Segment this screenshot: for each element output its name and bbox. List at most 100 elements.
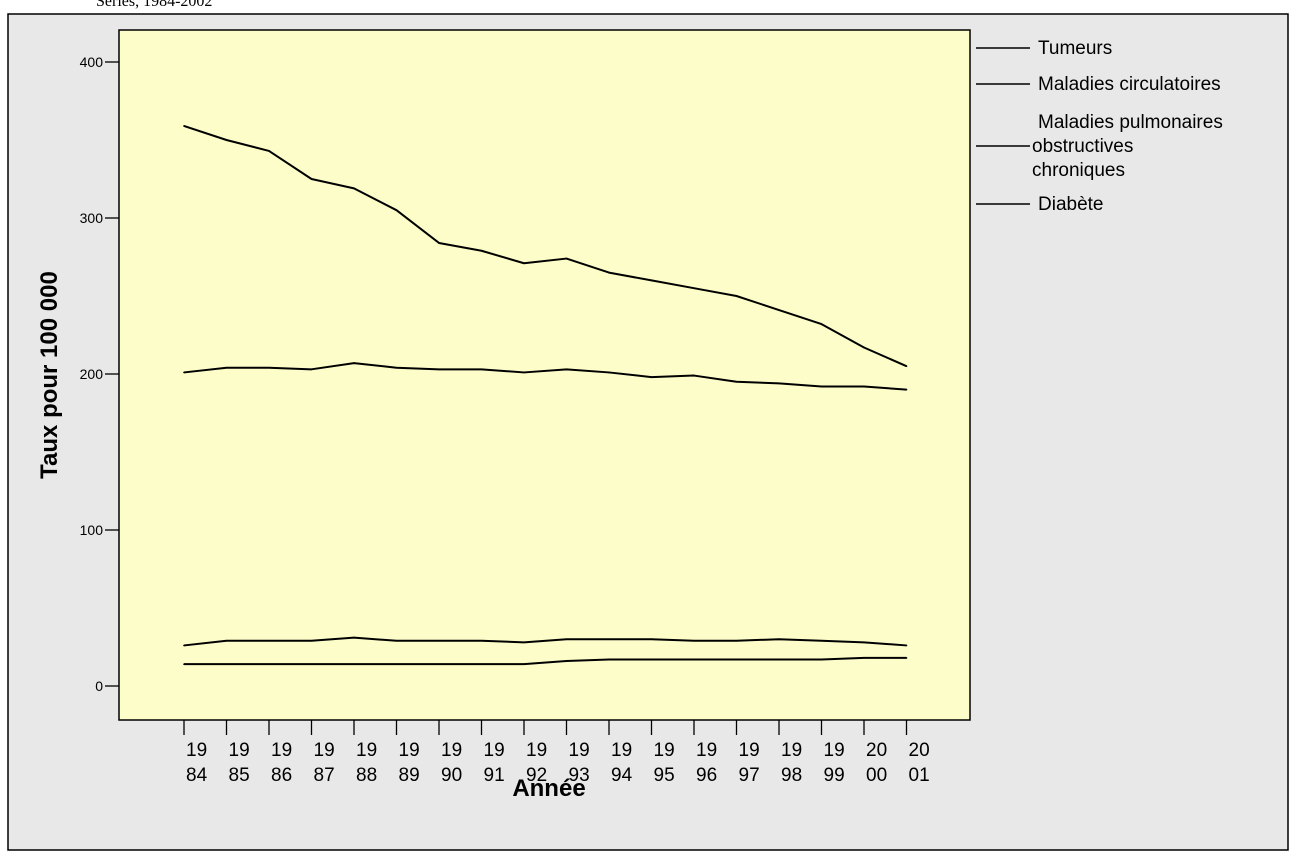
data-point	[650, 376, 653, 378]
data-point	[480, 639, 483, 642]
data-point	[395, 209, 398, 211]
series-line-3	[183, 636, 907, 647]
data-point	[268, 663, 270, 665]
y-tick-label: 300	[80, 210, 104, 226]
page-caption: Séries, 1984-2002	[96, 0, 213, 10]
x-tick-label: 20 00	[866, 740, 887, 786]
data-point	[905, 388, 908, 391]
x-axis: 19 84 19 85 19 86 19 87 19 88 19 89 19 90 19 91 19 92 19 93…	[183, 720, 930, 786]
data-point	[268, 150, 270, 152]
series-layer	[183, 125, 908, 666]
data-point	[565, 638, 568, 640]
data-point	[225, 366, 228, 369]
data-point	[395, 366, 398, 369]
x-tick-label: 19 93	[569, 740, 590, 786]
data-point	[438, 242, 440, 244]
x-tick-label: 19 90	[441, 740, 462, 786]
data-point	[778, 638, 780, 640]
data-point	[310, 178, 313, 180]
data-point	[310, 639, 313, 642]
legend-label: Diabète	[1038, 194, 1104, 215]
data-point	[735, 295, 738, 297]
data-point	[523, 663, 525, 665]
data-point	[183, 371, 185, 374]
data-point	[863, 385, 865, 388]
data-point	[225, 663, 228, 665]
data-point	[650, 638, 653, 640]
data-point	[480, 249, 483, 252]
data-point	[395, 639, 398, 642]
data-point	[183, 663, 185, 665]
data-point	[523, 641, 525, 644]
data-point	[480, 663, 483, 665]
data-point	[820, 639, 823, 642]
data-point	[353, 636, 355, 639]
data-point	[395, 663, 398, 665]
data-point	[353, 362, 355, 364]
series-line-2	[183, 362, 907, 391]
legend-label: chroniques	[1032, 160, 1125, 181]
data-point	[565, 660, 568, 662]
data-point	[693, 287, 695, 290]
legend-label: obstructives	[1032, 136, 1133, 157]
x-tick-label: 19 88	[356, 740, 377, 786]
plot-area	[118, 29, 971, 721]
data-point	[310, 663, 313, 665]
data-point	[778, 658, 780, 661]
x-tick-label: 19 94	[611, 740, 633, 786]
x-tick-label: 19 91	[484, 740, 505, 786]
data-point	[268, 366, 270, 369]
x-tick-label: 19 98	[781, 740, 802, 786]
data-point	[905, 657, 908, 659]
legend-label: Maladies pulmonaires	[1038, 112, 1223, 133]
x-tick-label: 19 97	[739, 740, 760, 786]
data-point	[310, 368, 313, 371]
data-point	[650, 279, 653, 282]
data-point	[608, 658, 610, 661]
data-point	[183, 644, 185, 647]
x-tick-label: 19 86	[271, 740, 292, 786]
data-point	[438, 368, 440, 371]
data-point	[480, 368, 483, 371]
data-point	[650, 658, 653, 661]
series-line-4	[184, 656, 907, 666]
data-point	[735, 381, 738, 383]
data-point	[183, 125, 185, 127]
data-point	[693, 374, 695, 377]
data-point	[608, 371, 610, 374]
x-axis-title: Année	[512, 775, 585, 802]
data-point	[565, 257, 568, 260]
x-tick-label: 19 87	[314, 740, 335, 786]
data-point	[863, 641, 865, 644]
legend-label: Maladies circulatoires	[1038, 74, 1221, 95]
data-point	[778, 382, 780, 385]
data-point	[438, 663, 440, 665]
data-point	[693, 639, 695, 642]
data-point	[735, 658, 738, 661]
data-point	[820, 385, 823, 388]
data-point	[353, 663, 355, 665]
series-line-1	[183, 125, 907, 368]
y-tick-label: 100	[80, 522, 104, 538]
data-point	[523, 371, 525, 374]
data-point	[863, 346, 865, 349]
data-point	[735, 639, 738, 642]
data-point	[820, 323, 823, 325]
x-tick-label: 19 85	[229, 740, 250, 786]
x-tick-label: 19 84	[186, 740, 208, 786]
data-point	[820, 658, 823, 661]
data-point	[353, 187, 355, 190]
data-point	[565, 368, 568, 371]
data-point	[905, 644, 908, 647]
y-axis-title: Taux pour 100 000	[36, 271, 63, 479]
data-point	[863, 657, 865, 659]
y-tick-label: 0	[95, 678, 103, 694]
data-point	[778, 309, 780, 311]
data-point	[523, 262, 525, 265]
x-tick-label: 19 96	[696, 740, 717, 786]
data-point	[905, 365, 908, 368]
data-point	[608, 638, 610, 640]
data-point	[693, 658, 695, 661]
y-tick-label: 400	[80, 54, 104, 70]
